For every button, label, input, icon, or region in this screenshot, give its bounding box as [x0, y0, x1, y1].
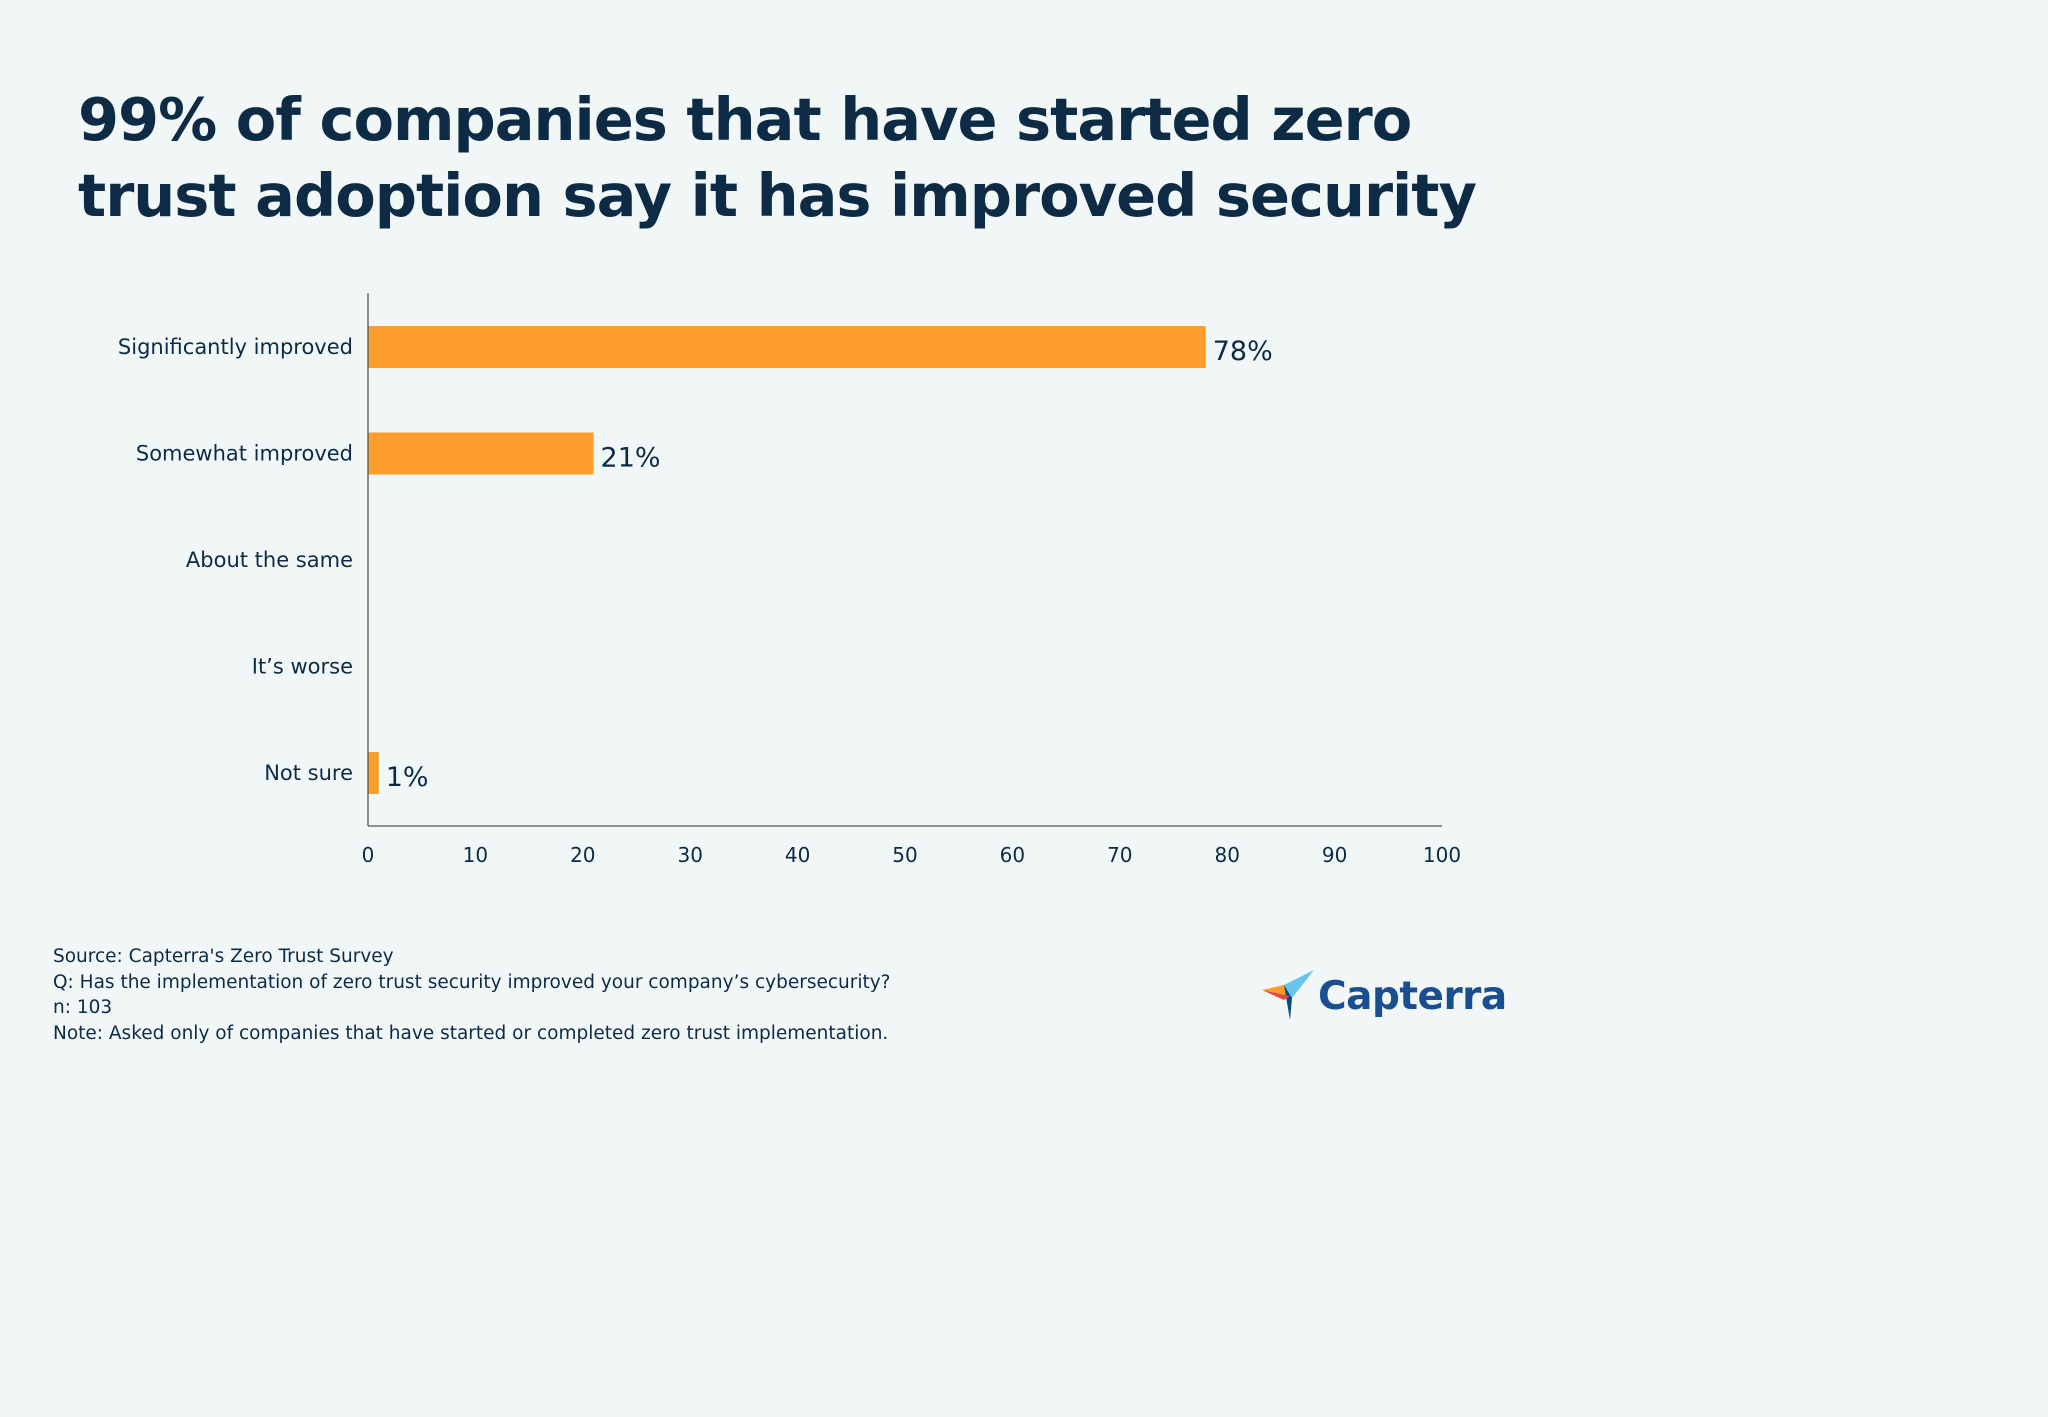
value-label-not-sure: 1%: [386, 762, 429, 793]
x-tick-label-30: 30: [677, 843, 702, 867]
capterra-arrow-icon: [1262, 970, 1314, 1020]
bar-not-sure: [368, 752, 379, 794]
bars-layer: [368, 326, 1206, 794]
category-label-significantly-improved: Significantly improved: [118, 335, 353, 359]
x-tick-label-50: 50: [892, 843, 917, 867]
category-label-not-sure: Not sure: [264, 761, 353, 785]
category-label-somewhat-improved: Somewhat improved: [136, 442, 353, 466]
methodology-note: Note: Asked only of companies that have …: [53, 1022, 889, 1044]
source-note: Source: Capterra's Zero Trust Survey: [53, 946, 394, 967]
labels-layer: Significantly improved 78% Somewhat improv…: [118, 335, 1461, 867]
bar-significantly-improved: [368, 326, 1206, 368]
value-label-somewhat-improved: 21%: [601, 443, 661, 474]
x-tick-label-0: 0: [362, 843, 375, 867]
category-label-it-s-worse: It’s worse: [252, 655, 353, 679]
bar-somewhat-improved: [368, 432, 594, 475]
category-label-about-the-same: About the same: [186, 548, 353, 572]
x-tick-label-80: 80: [1214, 843, 1239, 867]
x-tick-label-90: 90: [1322, 843, 1347, 867]
x-tick-label-40: 40: [785, 843, 810, 867]
sample-size: n: 103: [53, 997, 113, 1018]
chart-title: 99% of companies that have started zero …: [78, 85, 1477, 230]
capterra-wordmark: Capterra: [1318, 973, 1507, 1019]
survey-question: Q: Has the implementation of zero trust …: [53, 971, 891, 993]
x-tick-label-70: 70: [1107, 843, 1132, 867]
axes-layer: [367, 293, 1442, 827]
x-tick-label-20: 20: [570, 843, 595, 867]
capterra-logo: Capterra: [1262, 966, 1507, 1026]
x-tick-label-60: 60: [1000, 843, 1025, 867]
x-tick-label-10: 10: [463, 843, 488, 867]
x-tick-label-100: 100: [1423, 843, 1461, 867]
footnotes: Source: Capterra's Zero Trust Survey Q: …: [53, 944, 891, 1046]
value-label-significantly-improved: 78%: [1213, 336, 1273, 367]
